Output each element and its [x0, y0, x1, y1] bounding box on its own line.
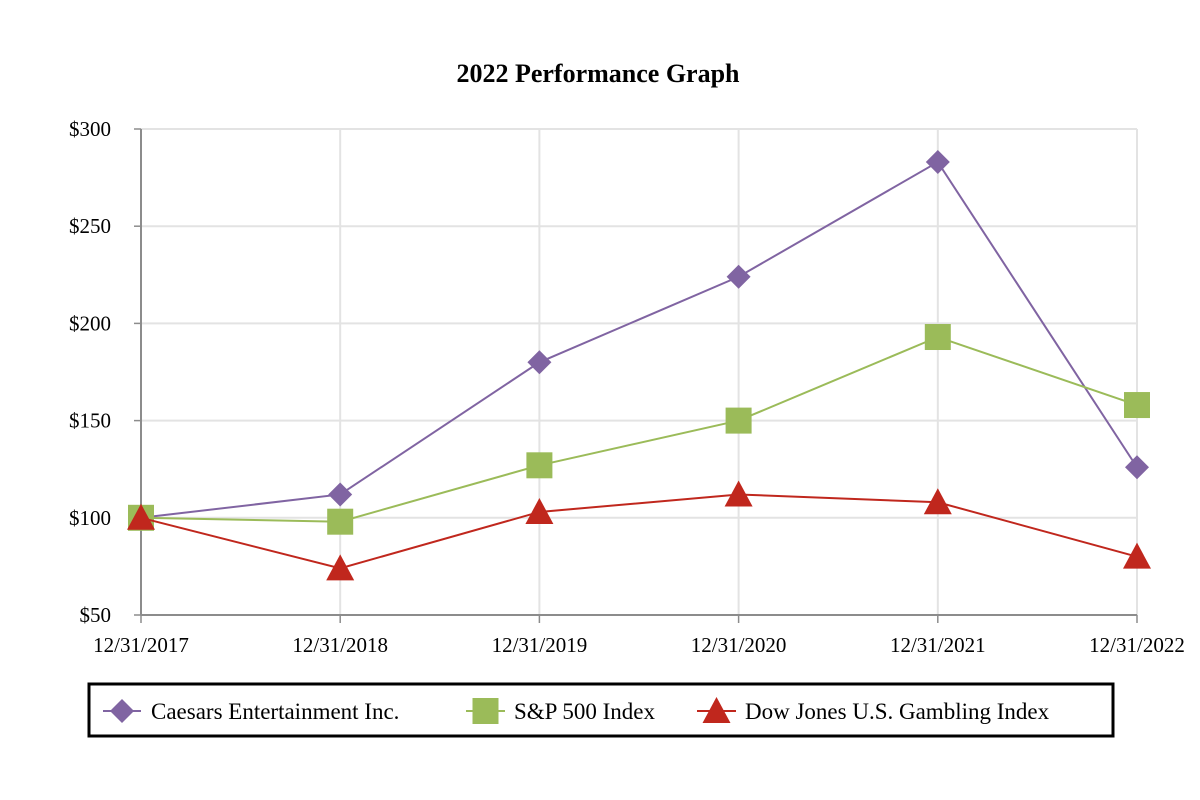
- data-point: [526, 452, 553, 479]
- legend-item-diamond: Caesars Entertainment Inc.: [103, 699, 399, 724]
- data-point: [127, 503, 155, 530]
- legend-label: S&P 500 Index: [514, 699, 655, 724]
- legend-label: Dow Jones U.S. Gambling Index: [745, 699, 1050, 724]
- data-point: [925, 150, 950, 175]
- chart-title: 2022 Performance Graph: [456, 59, 740, 88]
- data-point: [1125, 455, 1149, 480]
- data-point: [924, 324, 951, 351]
- data-point: [725, 407, 752, 434]
- y-tick-label: $200: [69, 311, 111, 335]
- x-tick-label: 12/31/2018: [292, 633, 388, 657]
- legend: Caesars Entertainment Inc. S&P 500 Index D…: [87, 682, 1115, 738]
- series-square: [128, 324, 1150, 535]
- x-tick-label: 12/31/2019: [492, 633, 588, 657]
- data-point: [527, 350, 552, 375]
- series-diamond: [129, 150, 1149, 530]
- axes: [134, 128, 1138, 623]
- series-line: [140, 160, 1138, 519]
- data-point: [724, 480, 753, 507]
- series-line: [140, 335, 1138, 523]
- legend-marker: [702, 697, 731, 723]
- legend-label: Caesars Entertainment Inc.: [151, 699, 399, 724]
- x-tick-label: 12/31/2017: [93, 633, 189, 657]
- series-triangle: [127, 480, 1151, 581]
- data-point: [726, 264, 751, 289]
- data-point: [1123, 542, 1151, 569]
- data-point: [923, 488, 952, 515]
- grid-lines: [141, 128, 1138, 615]
- x-tick-label: 12/31/2021: [890, 633, 986, 657]
- data-point: [328, 482, 353, 507]
- y-tick-label: $50: [80, 603, 112, 627]
- y-axis-ticks: $50 $100 $150 $200 $250 $300: [69, 117, 111, 627]
- legend-item-square: S&P 500 Index: [466, 698, 655, 724]
- legend-item-triangle: Dow Jones U.S. Gambling Index: [697, 697, 1050, 724]
- y-tick-label: $300: [69, 117, 111, 141]
- x-tick-label: 12/31/2022: [1089, 633, 1185, 657]
- data-point: [326, 554, 355, 581]
- data-point: [525, 497, 554, 524]
- series-line: [140, 493, 1138, 570]
- legend-marker: [472, 698, 499, 724]
- data-point: [1124, 392, 1150, 419]
- y-tick-label: $100: [69, 506, 111, 530]
- y-tick-label: $250: [69, 214, 111, 238]
- x-axis-ticks: 12/31/2017 12/31/2018 12/31/2019 12/31/2020…: [93, 633, 1185, 657]
- legend-box: [87, 682, 1115, 738]
- data-point: [327, 508, 354, 535]
- legend-marker: [110, 699, 134, 723]
- series-group: [127, 150, 1151, 581]
- x-tick-label: 12/31/2020: [691, 633, 787, 657]
- y-tick-label: $150: [69, 409, 111, 433]
